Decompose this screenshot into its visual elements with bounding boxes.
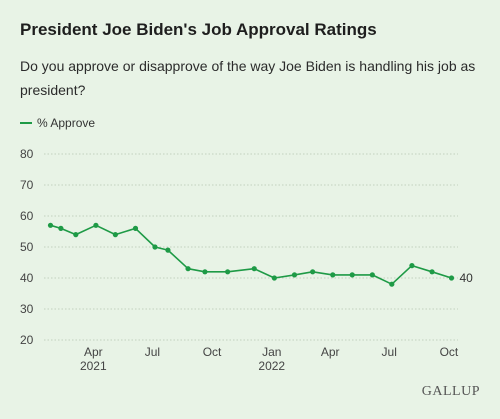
- data-point: [251, 266, 257, 272]
- data-point: [165, 247, 171, 253]
- y-tick-label: 50: [20, 240, 34, 254]
- x-tick-label: Jul: [382, 345, 397, 359]
- data-point: [330, 272, 336, 278]
- data-point: [93, 222, 99, 228]
- data-point: [152, 244, 158, 250]
- data-point: [202, 269, 208, 275]
- data-point: [369, 272, 375, 278]
- data-point: [185, 266, 191, 272]
- data-point: [58, 225, 64, 231]
- x-tick-label: Jul: [145, 345, 160, 359]
- data-point: [132, 225, 139, 231]
- data-point: [389, 281, 395, 287]
- data-point: [47, 222, 54, 228]
- data-point: [271, 275, 277, 281]
- data-point: [73, 232, 79, 238]
- gallup-logo: GALLUP: [421, 384, 480, 399]
- legend: % Approve: [20, 116, 95, 130]
- data-point: [291, 272, 298, 278]
- data-point: [349, 272, 355, 278]
- y-tick-label: 60: [20, 209, 34, 223]
- chart-subtitle: Do you approve or disapprove of the way …: [20, 58, 476, 98]
- data-point: [112, 232, 118, 238]
- y-tick-label: 20: [20, 333, 34, 347]
- x-tick-label: Oct: [203, 345, 222, 359]
- x-tick-label: Apr: [321, 345, 340, 359]
- end-value-label: 40: [460, 271, 474, 285]
- x-year-label: 2021: [80, 359, 107, 373]
- data-point: [225, 269, 231, 275]
- data-point: [429, 269, 435, 275]
- series-line-approve: [50, 224, 452, 286]
- y-tick-label: 30: [20, 302, 34, 316]
- y-tick-label: 70: [20, 178, 34, 192]
- data-point: [448, 275, 455, 281]
- x-tick-label: Apr: [84, 345, 103, 359]
- y-tick-label: 40: [20, 271, 34, 285]
- legend-label: % Approve: [37, 116, 96, 130]
- y-tick-label: 80: [20, 147, 34, 161]
- x-tick-label: Oct: [440, 345, 459, 359]
- x-tick-label: Jan: [262, 345, 281, 359]
- x-year-label: 2022: [258, 359, 285, 373]
- data-point: [310, 269, 316, 275]
- chart-title: President Joe Biden's Job Approval Ratin…: [20, 20, 377, 39]
- data-point: [409, 263, 415, 269]
- legend-swatch: [20, 122, 32, 124]
